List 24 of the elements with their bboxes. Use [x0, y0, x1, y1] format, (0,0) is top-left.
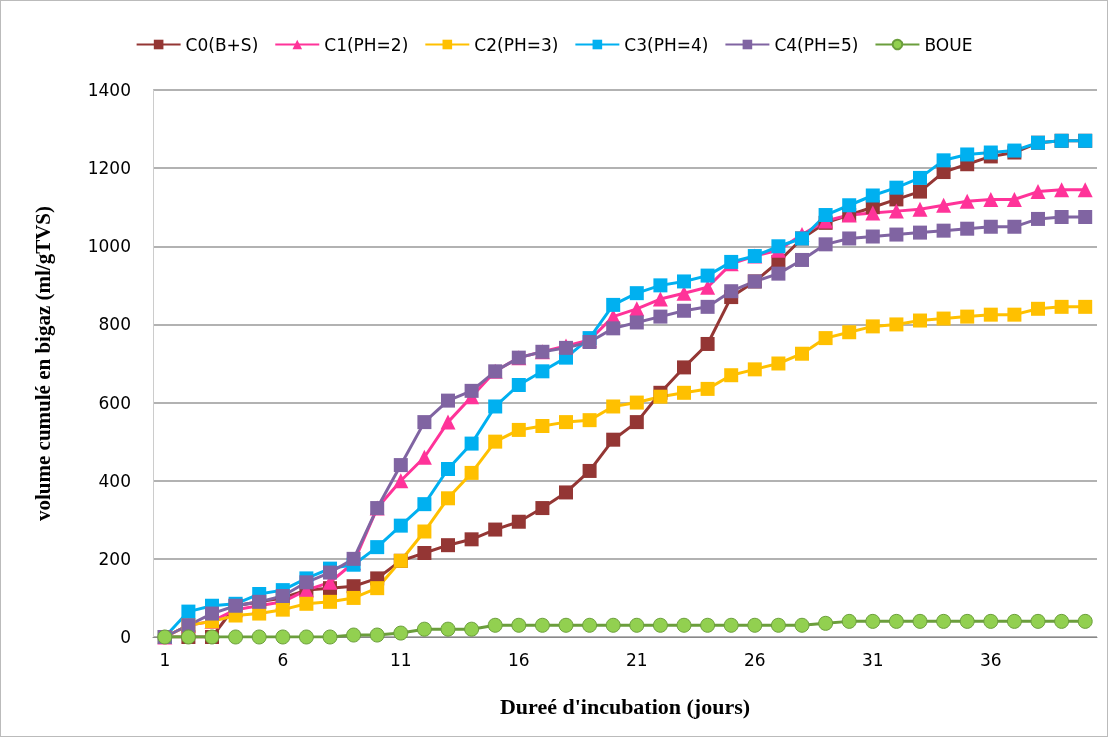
x-tick-label: 31	[861, 649, 884, 670]
x-tick-label: 26	[743, 649, 766, 670]
y-tick-label: 1000	[87, 236, 131, 257]
x-tick-label: 11	[389, 649, 412, 670]
y-tick-label: 400	[98, 470, 131, 491]
x-tick-label: 21	[625, 649, 648, 670]
y-tick-label: 1200	[87, 158, 131, 179]
legend-label: C4(PH=5)	[774, 34, 859, 55]
legend-label: BOUE	[924, 34, 973, 55]
legend-label: C1(PH=2)	[324, 34, 409, 55]
y-tick-label: 200	[98, 548, 131, 569]
x-tick-label: 36	[979, 649, 1002, 670]
legend-label: C3(PH=4)	[624, 34, 709, 55]
y-axis-title: volume cumulé en bigaz (ml/gTVS)	[30, 206, 55, 521]
y-tick-label: 0	[120, 627, 131, 647]
x-axis-title: Dureé d'incubation (jours)	[499, 693, 751, 719]
legend-label: C0(B+S)	[185, 34, 259, 55]
y-tick-label: 1400	[87, 80, 131, 100]
legend-label: C2(PH=3)	[474, 34, 559, 55]
x-tick-label: 16	[507, 649, 530, 670]
y-tick-label: 800	[98, 314, 131, 335]
x-tick-label: 6	[277, 649, 289, 670]
x-tick-label: 1	[159, 649, 171, 670]
y-tick-label: 600	[98, 392, 131, 413]
